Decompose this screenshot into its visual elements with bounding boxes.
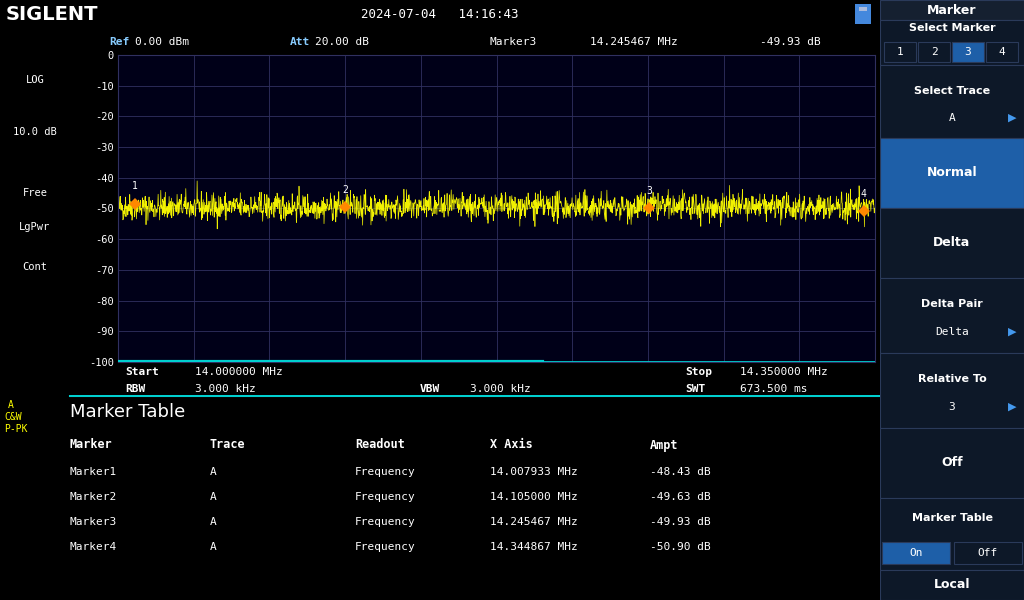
Text: 3.000 kHz: 3.000 kHz <box>470 384 530 394</box>
Text: 1: 1 <box>897 47 903 57</box>
Bar <box>880 353 1024 428</box>
Bar <box>855 4 871 24</box>
Text: Select Trace: Select Trace <box>914 86 990 95</box>
Text: Marker1: Marker1 <box>70 467 118 477</box>
Text: 14.007933 MHz: 14.007933 MHz <box>490 467 578 477</box>
Text: -48.43 dB: -48.43 dB <box>650 467 711 477</box>
Text: 14.344867 MHz: 14.344867 MHz <box>490 542 578 552</box>
Bar <box>954 542 1022 564</box>
Text: Select Marker: Select Marker <box>908 23 995 33</box>
Text: Att: Att <box>290 37 310 47</box>
Text: Cont: Cont <box>23 262 47 272</box>
Text: 14.350000 MHz: 14.350000 MHz <box>740 367 827 377</box>
Text: RBW: RBW <box>125 384 145 394</box>
Text: 4: 4 <box>998 47 1006 57</box>
Text: VBW: VBW <box>420 384 440 394</box>
Text: 2: 2 <box>342 185 348 195</box>
Bar <box>880 570 1024 600</box>
Text: Off: Off <box>978 548 998 558</box>
Text: 2: 2 <box>931 47 937 57</box>
Text: Marker Table: Marker Table <box>911 513 992 523</box>
Text: A: A <box>948 113 955 122</box>
Text: Marker3: Marker3 <box>490 37 538 47</box>
Bar <box>880 0 1024 20</box>
Text: LgPwr: LgPwr <box>19 222 50 232</box>
Text: ▶: ▶ <box>1008 113 1016 122</box>
Text: A: A <box>210 492 217 502</box>
Text: Marker3: Marker3 <box>70 517 118 527</box>
Text: Readout: Readout <box>355 439 404 451</box>
Bar <box>884 42 916 62</box>
Text: LOG: LOG <box>26 74 44 85</box>
Text: Marker: Marker <box>928 4 977 16</box>
Text: Ref: Ref <box>110 37 130 47</box>
Text: Frequency: Frequency <box>355 517 416 527</box>
Text: Frequency: Frequency <box>355 542 416 552</box>
Text: -49.93 dB: -49.93 dB <box>760 37 821 47</box>
Text: Free: Free <box>23 188 47 198</box>
Text: Marker Table: Marker Table <box>70 403 185 421</box>
Text: A: A <box>210 517 217 527</box>
Text: 673.500 ms: 673.500 ms <box>740 384 808 394</box>
Text: Frequency: Frequency <box>355 492 416 502</box>
Text: 14.000000 MHz: 14.000000 MHz <box>195 367 283 377</box>
Text: 0.00 dBm: 0.00 dBm <box>135 37 189 47</box>
Text: -49.63 dB: -49.63 dB <box>650 492 711 502</box>
Bar <box>880 498 1024 570</box>
Bar <box>880 65 1024 138</box>
Bar <box>880 428 1024 498</box>
Bar <box>986 42 1018 62</box>
Text: Delta: Delta <box>935 327 969 337</box>
Text: Delta: Delta <box>933 236 971 250</box>
Text: Trace: Trace <box>210 439 246 451</box>
Bar <box>859 7 867 11</box>
Bar <box>880 138 1024 208</box>
Text: Local: Local <box>934 578 971 592</box>
Text: X Axis: X Axis <box>490 439 532 451</box>
Text: 4: 4 <box>861 189 867 199</box>
Text: Off: Off <box>941 457 963 469</box>
Text: 14.245467 MHz: 14.245467 MHz <box>590 37 678 47</box>
Text: Marker4: Marker4 <box>70 542 118 552</box>
Text: Relative To: Relative To <box>918 374 986 384</box>
Text: Ampt: Ampt <box>650 439 679 451</box>
Text: Marker2: Marker2 <box>70 492 118 502</box>
Bar <box>882 542 950 564</box>
Text: Delta Pair: Delta Pair <box>922 299 983 309</box>
Text: Stop: Stop <box>685 367 712 377</box>
Text: On: On <box>909 548 923 558</box>
Bar <box>918 42 950 62</box>
Bar <box>880 278 1024 353</box>
Text: ▶: ▶ <box>1008 402 1016 412</box>
Text: -49.93 dB: -49.93 dB <box>650 517 711 527</box>
Text: Frequency: Frequency <box>355 467 416 477</box>
Text: Marker: Marker <box>70 439 113 451</box>
Text: 3: 3 <box>948 402 955 412</box>
Text: Start: Start <box>125 367 159 377</box>
Text: Normal: Normal <box>927 166 977 179</box>
Text: 14.105000 MHz: 14.105000 MHz <box>490 492 578 502</box>
Text: P-PK: P-PK <box>4 424 28 434</box>
Bar <box>952 42 984 62</box>
Text: -50.90 dB: -50.90 dB <box>650 542 711 552</box>
Text: SWT: SWT <box>685 384 706 394</box>
Text: 3: 3 <box>646 186 652 196</box>
Bar <box>880 208 1024 278</box>
Text: 2024-07-04   14:16:43: 2024-07-04 14:16:43 <box>361 7 519 20</box>
Text: A: A <box>8 400 14 410</box>
Text: A: A <box>210 542 217 552</box>
Text: 3.000 kHz: 3.000 kHz <box>195 384 256 394</box>
Text: C&W: C&W <box>4 412 22 422</box>
Text: A: A <box>210 467 217 477</box>
Text: 14.245467 MHz: 14.245467 MHz <box>490 517 578 527</box>
Text: 3: 3 <box>965 47 972 57</box>
Text: ▶: ▶ <box>1008 327 1016 337</box>
Text: SIGLENT: SIGLENT <box>6 4 98 23</box>
Text: 1: 1 <box>132 181 138 191</box>
Text: 20.00 dB: 20.00 dB <box>315 37 369 47</box>
Text: 10.0 dB: 10.0 dB <box>13 127 57 137</box>
Bar <box>880 20 1024 65</box>
